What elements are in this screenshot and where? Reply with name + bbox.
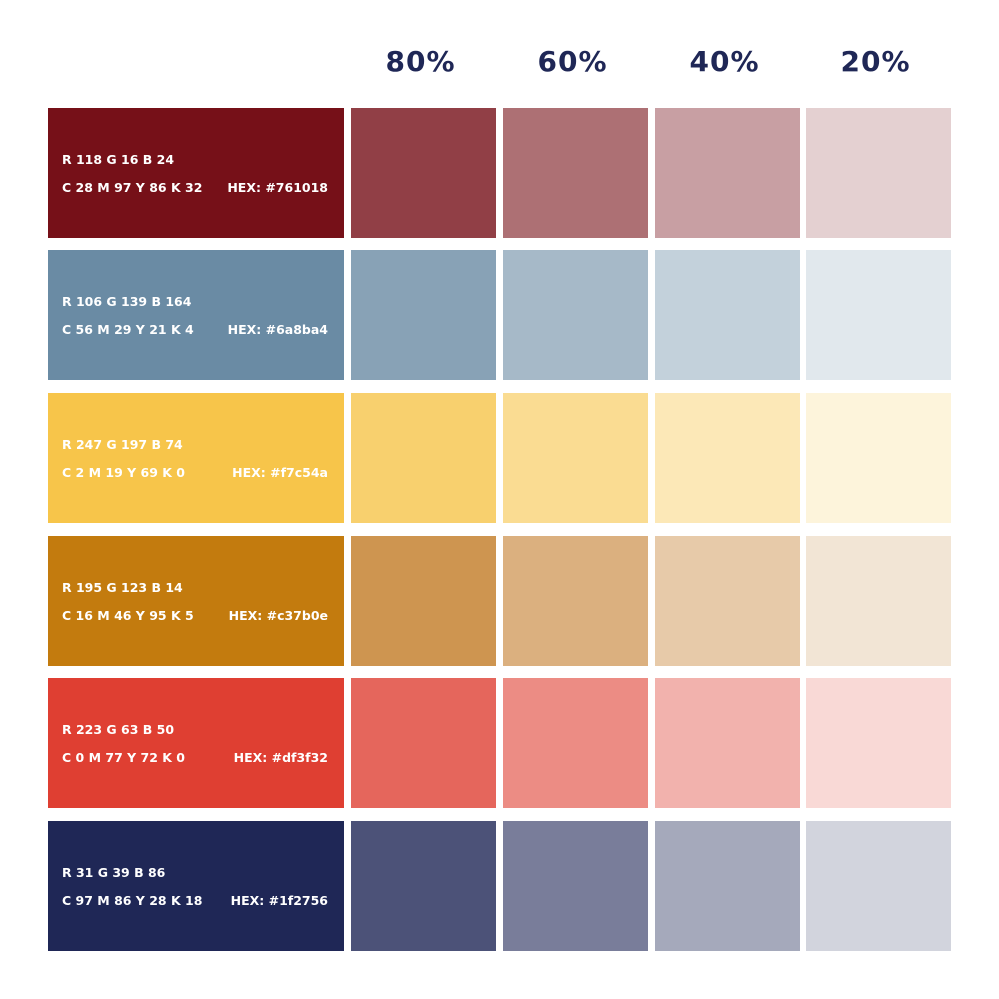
base-swatch: R 118 G 16 B 24 C 28 M 97 Y 86 K 32 HEX:… (48, 108, 344, 238)
tint-swatch-40 (655, 821, 800, 951)
tint-header-60: 60% (537, 45, 608, 78)
rgb-values: R 223 G 63 B 50 (62, 722, 175, 737)
tint-swatch-60 (503, 536, 648, 666)
cmyk-values: C 97 M 86 Y 28 K 18 (62, 893, 203, 908)
color-row-1: R 118 G 16 B 24 C 28 M 97 Y 86 K 32 HEX:… (48, 108, 951, 238)
base-swatch: R 223 G 63 B 50 C 0 M 77 Y 72 K 0 HEX: #… (48, 678, 344, 808)
cmyk-values: C 28 M 97 Y 86 K 32 (62, 180, 203, 195)
tint-header-80: 80% (385, 45, 456, 78)
color-row-3: R 247 G 197 B 74 C 2 M 19 Y 69 K 0 HEX: … (48, 393, 951, 523)
tint-swatch-60 (503, 250, 648, 380)
color-row-4: R 195 G 123 B 14 C 16 M 46 Y 95 K 5 HEX:… (48, 536, 951, 666)
cmyk-values: C 56 M 29 Y 21 K 4 (62, 322, 194, 337)
hex-value: HEX: #f7c54a (232, 465, 328, 480)
hex-value: HEX: #761018 (227, 180, 328, 195)
hex-value: HEX: #6a8ba4 (227, 322, 328, 337)
color-row-6: R 31 G 39 B 86 C 97 M 86 Y 28 K 18 HEX: … (48, 821, 951, 951)
tint-swatch-80 (351, 250, 496, 380)
tint-header-40: 40% (689, 45, 760, 78)
rgb-values: R 31 G 39 B 86 (62, 865, 166, 880)
cmyk-values: C 0 M 77 Y 72 K 0 (62, 750, 185, 765)
tint-swatch-40 (655, 678, 800, 808)
tint-swatch-80 (351, 536, 496, 666)
hex-value: HEX: #df3f32 (233, 750, 328, 765)
tint-swatch-20 (806, 250, 951, 380)
cmyk-values: C 16 M 46 Y 95 K 5 (62, 608, 194, 623)
tint-header-20: 20% (840, 45, 911, 78)
rgb-values: R 118 G 16 B 24 (62, 152, 175, 167)
tint-swatch-20 (806, 536, 951, 666)
tint-swatch-80 (351, 393, 496, 523)
tint-swatch-20 (806, 108, 951, 238)
cmyk-values: C 2 M 19 Y 69 K 0 (62, 465, 185, 480)
tint-swatch-60 (503, 821, 648, 951)
hex-value: HEX: #1f2756 (230, 893, 328, 908)
tint-swatch-20 (806, 393, 951, 523)
base-swatch: R 195 G 123 B 14 C 16 M 46 Y 95 K 5 HEX:… (48, 536, 344, 666)
tint-swatch-40 (655, 536, 800, 666)
rgb-values: R 247 G 197 B 74 (62, 437, 183, 452)
color-row-2: R 106 G 139 B 164 C 56 M 29 Y 21 K 4 HEX… (48, 250, 951, 380)
rgb-values: R 106 G 139 B 164 (62, 294, 192, 309)
tint-swatch-20 (806, 678, 951, 808)
color-row-5: R 223 G 63 B 50 C 0 M 77 Y 72 K 0 HEX: #… (48, 678, 951, 808)
tint-swatch-40 (655, 108, 800, 238)
tint-swatch-20 (806, 821, 951, 951)
tint-swatch-60 (503, 678, 648, 808)
base-swatch: R 31 G 39 B 86 C 97 M 86 Y 28 K 18 HEX: … (48, 821, 344, 951)
tint-swatch-80 (351, 108, 496, 238)
rgb-values: R 195 G 123 B 14 (62, 580, 183, 595)
tint-swatch-60 (503, 108, 648, 238)
hex-value: HEX: #c37b0e (228, 608, 328, 623)
tint-swatch-40 (655, 250, 800, 380)
tint-swatch-80 (351, 821, 496, 951)
base-swatch: R 247 G 197 B 74 C 2 M 19 Y 69 K 0 HEX: … (48, 393, 344, 523)
tint-swatch-60 (503, 393, 648, 523)
tint-swatch-40 (655, 393, 800, 523)
tint-swatch-80 (351, 678, 496, 808)
base-swatch: R 106 G 139 B 164 C 56 M 29 Y 21 K 4 HEX… (48, 250, 344, 380)
